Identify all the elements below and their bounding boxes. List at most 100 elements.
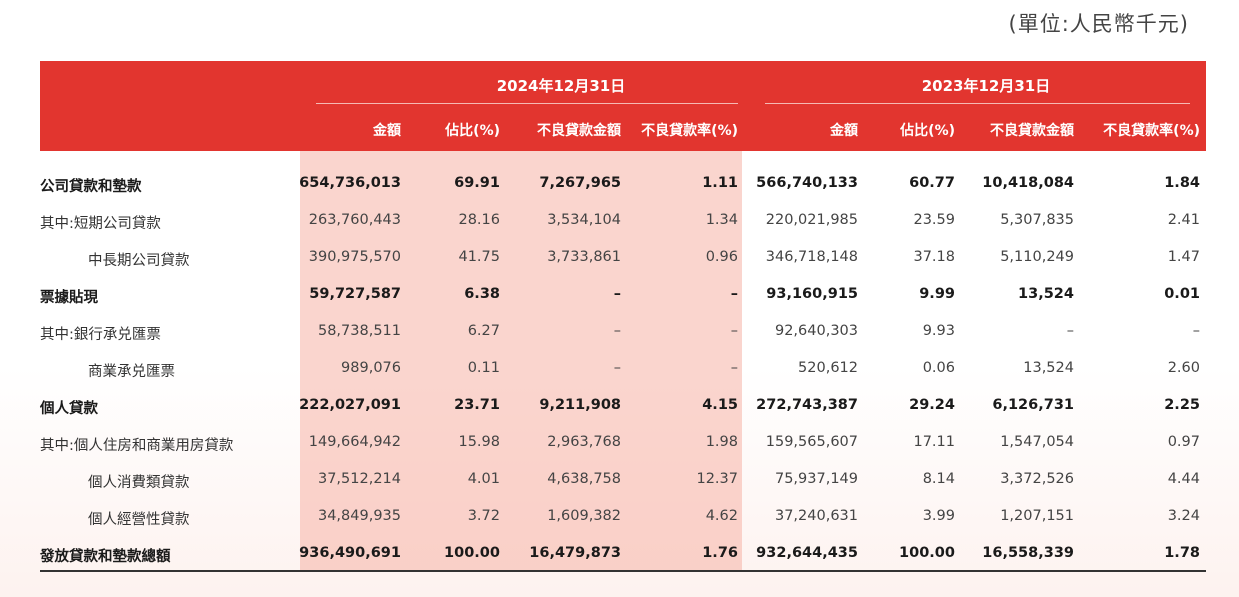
table-cell: 9.93 (922, 323, 955, 339)
table-cell: 12.37 (696, 471, 738, 487)
row-label: 商業承兑匯票 (88, 364, 175, 380)
table-cell: 29.24 (909, 397, 955, 413)
table-row: 個人貸款 222,027,091 23.71 9,211,908 4.15 272,743… (40, 387, 1206, 424)
table-cell: 6.27 (467, 323, 500, 339)
table-cell: 69.91 (454, 175, 500, 191)
table-cell: 1.84 (1164, 175, 1200, 191)
table-cell: 2.25 (1164, 397, 1200, 413)
table-cell: 37,240,631 (774, 508, 858, 524)
table-row: 其中:銀行承兑匯票 58,738,511 6.27 – – 92,640,303 9.93 –… (40, 313, 1206, 350)
row-label: 公司貸款和墊款 (40, 179, 142, 195)
table-row: 中長期公司貸款 390,975,570 41.75 3,733,861 0.96 346,… (40, 239, 1206, 276)
table-cell: 2.60 (1167, 360, 1200, 376)
table-cell: 15.98 (458, 434, 500, 450)
table-cell: – (613, 360, 621, 376)
table-body: 公司貸款和墊款 654,736,013 69.91 7,267,965 1.11 566,… (40, 151, 1206, 572)
table-row: 其中:個人住房和商業用房貸款 149,664,942 15.98 2,963,768 1… (40, 424, 1206, 461)
row-label: 個人消費類貸款 (88, 475, 190, 491)
table-cell: 390,975,570 (308, 249, 401, 265)
period-2023: 2023年12月31日 (921, 77, 1051, 95)
table-cell: – (613, 286, 621, 302)
col-npl-ratio-2024: 不良貸款率(%) (641, 123, 738, 139)
table-cell: 9.99 (919, 286, 955, 302)
table-row: 公司貸款和墊款 654,736,013 69.91 7,267,965 1.11 566,… (40, 165, 1206, 202)
table-cell: 0.01 (1164, 286, 1200, 302)
row-label: 票據貼現 (40, 290, 98, 306)
table-cell: 932,644,435 (756, 545, 858, 561)
table-header: 2024年12月31日 2023年12月31日 金額 佔比(%) 不良貸款金額 … (40, 61, 1206, 151)
table-cell: 5,110,249 (1000, 249, 1074, 265)
table-cell: 3.24 (1167, 508, 1200, 524)
table-cell: 1,609,382 (547, 508, 621, 524)
table-cell: 520,612 (798, 360, 858, 376)
table-row: 個人消費類貸款 37,512,214 4.01 4,638,758 12.37 75,93… (40, 461, 1206, 498)
table-cell: 92,640,303 (774, 323, 858, 339)
table-cell: 220,021,985 (765, 212, 858, 228)
col-npl-ratio-2023: 不良貸款率(%) (1103, 123, 1200, 139)
table-cell: 1.98 (705, 434, 738, 450)
table-cell: – (730, 286, 738, 302)
unit-note: (單位:人民幣千元) (1008, 12, 1189, 36)
table-cell: 16,479,873 (529, 545, 621, 561)
table-cell: 2,963,768 (547, 434, 621, 450)
table-cell: 0.06 (922, 360, 955, 376)
table-cell: 1.78 (1164, 545, 1200, 561)
table-cell: 37,512,214 (317, 471, 401, 487)
table-cell: 13,524 (1023, 360, 1074, 376)
table-cell: 13,524 (1018, 286, 1074, 302)
row-label: 個人經營性貸款 (88, 512, 190, 528)
row-label: 其中:個人住房和商業用房貸款 (40, 438, 234, 454)
table-cell: 100.00 (444, 545, 500, 561)
table-cell: 60.77 (909, 175, 955, 191)
table-cell: 4.01 (467, 471, 500, 487)
table-cell: 3,733,861 (547, 249, 621, 265)
table-cell: 6.38 (464, 286, 500, 302)
table-cell: 4.44 (1167, 471, 1200, 487)
table-bottom-rule (40, 570, 1206, 572)
period-2024: 2024年12月31日 (496, 77, 626, 95)
table-cell: 1.76 (702, 545, 738, 561)
table-cell: 8.14 (922, 471, 955, 487)
table-cell: 222,027,091 (299, 397, 401, 413)
table-cell: 100.00 (899, 545, 955, 561)
table-cell: 149,664,942 (308, 434, 401, 450)
table-cell: 23.59 (913, 212, 955, 228)
col-npl-amount-2023: 不良貸款金額 (990, 123, 1074, 139)
period-2023-divider (765, 103, 1190, 104)
table-cell: 1,207,151 (1000, 508, 1074, 524)
table-cell: 4.62 (705, 508, 738, 524)
col-npl-amount-2024: 不良貸款金額 (537, 123, 621, 139)
col-amount-2023: 金額 (830, 123, 858, 139)
table-cell: 17.11 (913, 434, 955, 450)
row-label: 發放貸款和墊款總額 (40, 549, 171, 565)
table-cell: 566,740,133 (756, 175, 858, 191)
table-cell: 3.99 (922, 508, 955, 524)
row-label: 中長期公司貸款 (88, 253, 190, 269)
table-cell: 59,727,587 (309, 286, 401, 302)
table-cell: 1.11 (702, 175, 738, 191)
col-share-2024: 佔比(%) (445, 123, 500, 139)
table-cell: 0.96 (705, 249, 738, 265)
table-cell: 37.18 (913, 249, 955, 265)
table-cell: 75,937,149 (774, 471, 858, 487)
table-cell: 4,638,758 (547, 471, 621, 487)
table-cell: 16,558,339 (982, 545, 1074, 561)
table-cell: 3.72 (467, 508, 500, 524)
table-row: 發放貸款和墊款總額 936,490,691 100.00 16,479,873 1.76… (40, 535, 1206, 572)
table-cell: 272,743,387 (756, 397, 858, 413)
table-cell: – (730, 323, 738, 339)
table-cell: – (730, 360, 738, 376)
row-label: 其中:銀行承兑匯票 (40, 327, 161, 343)
table-cell: – (1066, 323, 1074, 339)
table-cell: – (1192, 323, 1200, 339)
col-amount-2024: 金額 (373, 123, 401, 139)
table-cell: 7,267,965 (539, 175, 621, 191)
row-label: 個人貸款 (40, 401, 98, 417)
table-cell: 1.47 (1167, 249, 1200, 265)
table-cell: 58,738,511 (317, 323, 401, 339)
table-cell: 0.97 (1167, 434, 1200, 450)
table-cell: 0.11 (467, 360, 500, 376)
table-cell: 93,160,915 (766, 286, 858, 302)
table-cell: 34,849,935 (317, 508, 401, 524)
table-cell: – (613, 323, 621, 339)
